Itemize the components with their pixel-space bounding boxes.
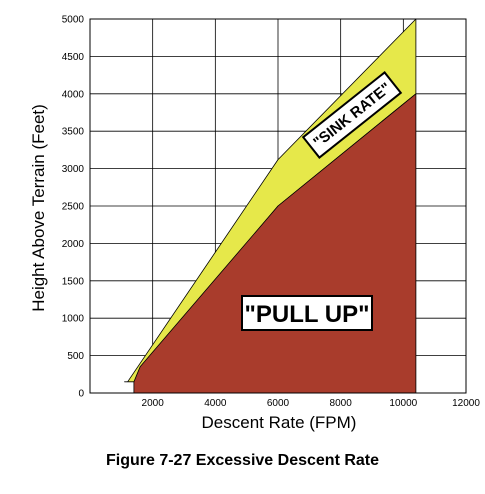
figure-caption: Figure 7-27 Excessive Descent Rate (105, 452, 380, 469)
y-tick-label: 3000 (62, 164, 85, 175)
y-tick-label: 2500 (62, 202, 85, 213)
y-tick-label: 0 (78, 389, 84, 400)
x-tick-label: 8000 (330, 398, 353, 409)
y-tick-label: 5000 (62, 15, 85, 26)
y-tick-label: 4000 (62, 89, 85, 100)
excessive-descent-rate-chart: 2000 4000 6000 8000 10000 12000 0 500 1000 1500 2… (29, 15, 481, 433)
x-tick-label: 10000 (389, 398, 417, 409)
x-tick-label: 6000 (267, 398, 290, 409)
y-axis-ticks: 0 500 1000 1500 2000 2500 3000 3500 4000 4500 5000 (62, 15, 85, 400)
x-tick-label: 4000 (204, 398, 227, 409)
x-axis-title: Descent Rate (FPM) (202, 413, 357, 432)
y-tick-label: 1000 (62, 314, 85, 325)
y-tick-label: 1500 (62, 276, 85, 287)
y-tick-label: 4500 (62, 52, 85, 63)
y-axis-title: Height Above Terrain (Feet) (29, 104, 48, 312)
y-tick-label: 3500 (62, 127, 85, 138)
y-tick-label: 500 (67, 351, 84, 362)
x-tick-label: 12000 (452, 398, 480, 409)
x-tick-label: 2000 (142, 398, 165, 409)
x-axis-ticks: 2000 4000 6000 8000 10000 12000 (142, 398, 481, 409)
pull-up-label-text: "PULL UP" (245, 301, 370, 328)
y-tick-label: 2000 (62, 239, 85, 250)
plot-frame (89, 18, 467, 394)
pull-up-label: "PULL UP" (241, 295, 373, 331)
